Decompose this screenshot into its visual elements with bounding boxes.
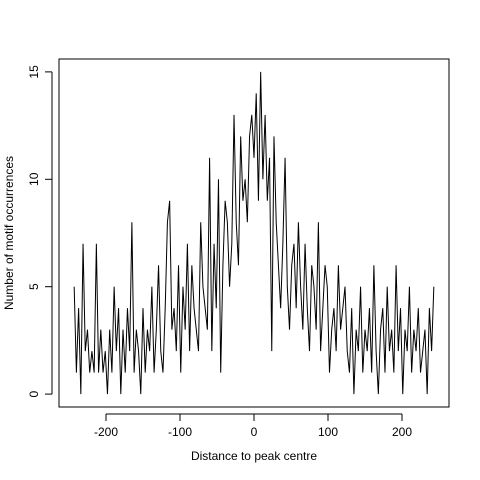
x-tick-label: 200 (392, 425, 412, 439)
y-tick-label: 5 (27, 283, 41, 290)
data-line (73, 71, 435, 395)
y-tick-label: 10 (27, 172, 41, 186)
y-axis-label: Number of motif occurrences (2, 156, 16, 310)
x-tick-label: 100 (318, 425, 338, 439)
x-axis-label: Distance to peak centre (191, 449, 317, 463)
y-tick-label: 0 (27, 390, 41, 397)
x-tick-label: 0 (251, 425, 258, 439)
plot-box (58, 58, 450, 408)
x-tick-label: -200 (94, 425, 118, 439)
x-tick-label: -100 (168, 425, 192, 439)
y-tick-label: 15 (27, 65, 41, 79)
